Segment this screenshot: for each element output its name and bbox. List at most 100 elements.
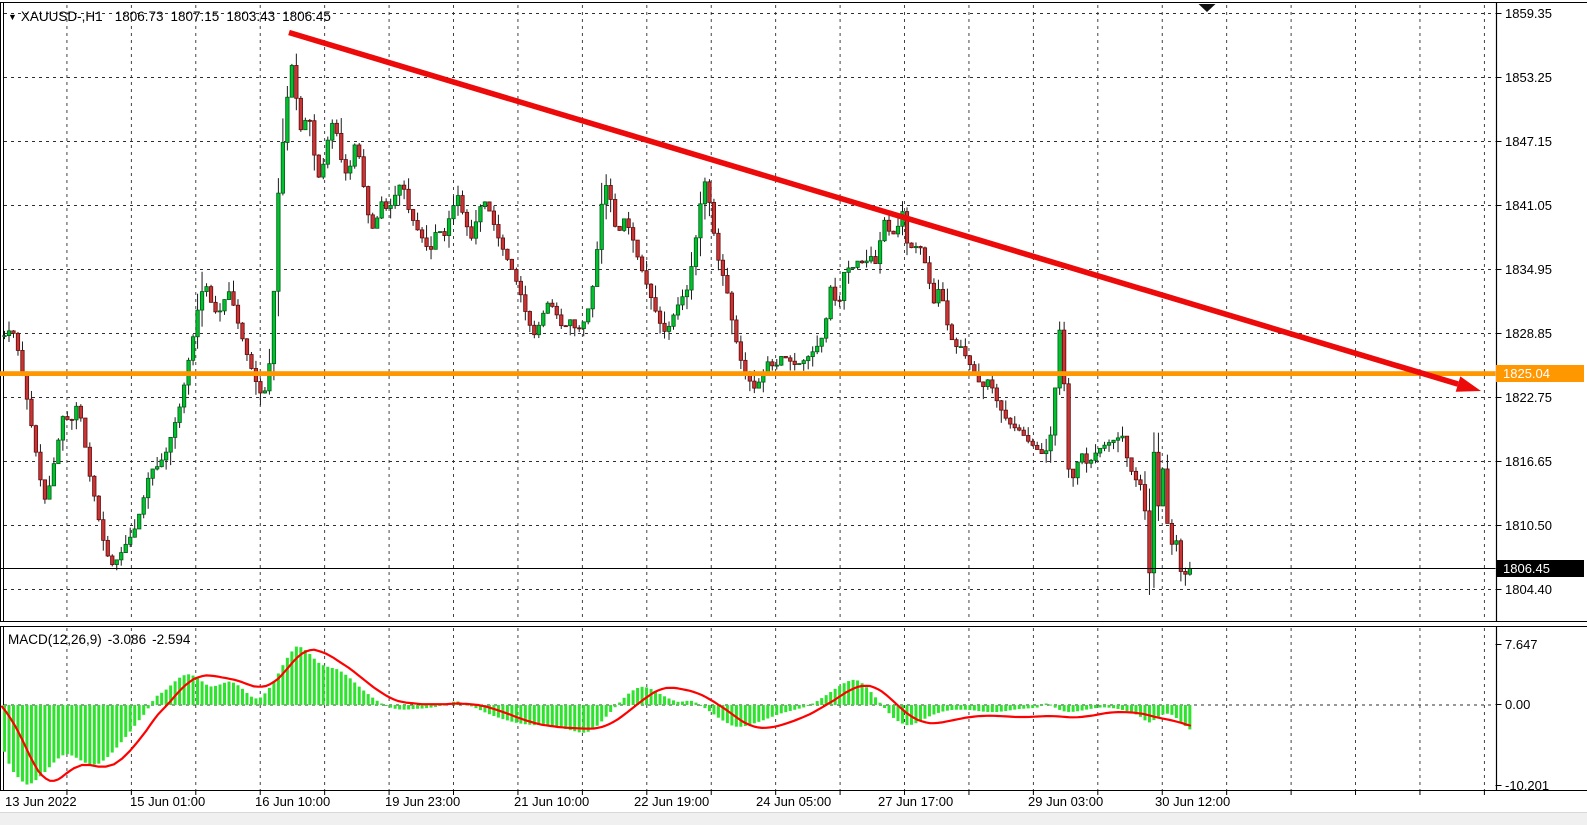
candle-bear <box>792 360 797 365</box>
macd-histogram-bar <box>999 705 1003 712</box>
macd-histogram-bar <box>945 705 949 711</box>
macd-histogram-bar <box>3 705 6 752</box>
macd-histogram-bar <box>528 705 532 725</box>
macd-histogram-bar <box>1058 705 1062 710</box>
macd-histogram-bar <box>972 705 976 711</box>
trendline-arrowhead[interactable] <box>1455 376 1481 392</box>
candle-bull <box>842 271 847 302</box>
macd-histogram-bar <box>429 705 433 708</box>
macd-histogram-bar <box>932 705 936 715</box>
hline-price-badge: 1825.04 <box>1496 365 1584 383</box>
macd-histogram-bar <box>1170 705 1174 715</box>
macd-histogram-bar <box>299 647 303 705</box>
macd-histogram-bar <box>308 653 312 705</box>
candle-bull <box>190 336 196 361</box>
indicator-list-toggle-icon[interactable]: ▼ <box>8 12 17 22</box>
macd-histogram-bar <box>1107 705 1111 708</box>
macd-histogram-bar <box>1112 705 1116 709</box>
candle-bull <box>137 513 142 530</box>
macd-histogram-bar <box>425 705 429 709</box>
macd-histogram-bar <box>267 687 271 705</box>
candle-bear <box>334 122 339 134</box>
macd-histogram-bar <box>1147 705 1151 723</box>
candle-bull <box>437 231 443 233</box>
macd-histogram-bar <box>892 705 896 718</box>
candle-bear <box>550 302 555 307</box>
macd-histogram-bar <box>1080 705 1084 711</box>
candle-bull <box>285 96 290 143</box>
macd-histogram-bar <box>420 705 424 709</box>
price-axis[interactable] <box>1496 3 1587 791</box>
candle-bull <box>433 232 438 250</box>
time-axis[interactable] <box>0 791 1496 812</box>
macd-histogram-bar <box>393 705 397 709</box>
candle-bull <box>702 181 708 205</box>
macd-histogram-bar <box>1076 705 1080 712</box>
candle-bull <box>123 543 128 554</box>
macd-histogram-bar <box>38 705 42 777</box>
candle-bull <box>280 142 285 194</box>
macd-histogram-bar <box>1121 705 1125 711</box>
candle-bull <box>1111 439 1116 443</box>
macd-histogram-bar <box>887 705 891 714</box>
macd-histogram-bar <box>133 705 137 726</box>
candle-bear <box>743 359 748 373</box>
macd-histogram-bar <box>416 705 420 709</box>
candle-bear <box>1026 435 1031 442</box>
candle-bull <box>824 318 829 339</box>
macd-histogram-bar <box>689 700 693 705</box>
candle-bear <box>532 324 537 336</box>
candle-bull <box>1044 450 1049 455</box>
macd-histogram-bar <box>977 705 981 712</box>
macd-histogram-bar <box>918 705 922 722</box>
candle-bear <box>635 239 640 258</box>
candle-bear <box>1003 409 1008 419</box>
candle-bear <box>613 199 618 227</box>
macd-histogram-bar <box>119 705 123 743</box>
candle-bear <box>1147 510 1152 574</box>
candle-bull <box>1097 447 1103 454</box>
trendline[interactable] <box>288 29 1459 387</box>
horizontal-line-1825[interactable] <box>0 371 1496 376</box>
candle-bear <box>648 283 654 299</box>
candle-bull <box>173 422 178 438</box>
candle-bull <box>684 289 690 298</box>
macd-histogram-bar <box>487 705 491 715</box>
macd-histogram-bar <box>434 705 438 707</box>
macd-histogram-bar <box>604 705 608 717</box>
macd-histogram-bar <box>600 705 604 722</box>
candle-bear <box>904 211 910 244</box>
candle-bear <box>460 195 465 213</box>
candle-bull <box>877 240 883 264</box>
candle-bull <box>1187 568 1192 575</box>
time-axis-separator <box>0 790 1587 791</box>
candle-bear <box>1008 417 1013 425</box>
macd-histogram-bar <box>375 700 379 705</box>
macd-histogram-bar <box>389 705 393 708</box>
macd-histogram-bar <box>757 705 761 722</box>
macd-histogram-bar <box>680 701 684 705</box>
macd-histogram-bar <box>128 705 132 732</box>
macd-histogram-bar <box>191 675 195 705</box>
macd-histogram-bar <box>990 705 994 713</box>
candle-bear <box>770 361 775 367</box>
candle-bear <box>101 519 106 541</box>
macd-histogram-bar <box>366 694 370 705</box>
candle-bull <box>56 439 61 465</box>
candle-bull <box>397 184 402 196</box>
candle-bear <box>523 294 528 312</box>
macd-histogram-bar <box>1026 705 1030 709</box>
macd-histogram-bar <box>510 705 514 722</box>
candle-bull <box>168 437 173 453</box>
panel-divider[interactable] <box>0 621 1587 627</box>
candle-bear <box>307 119 312 122</box>
macd-histogram-bar <box>752 705 756 724</box>
macd-histogram-bar <box>254 698 258 705</box>
time-axis-label: 13 Jun 2022 <box>5 794 77 809</box>
candle-bear <box>406 188 411 210</box>
candle-bear <box>940 289 946 302</box>
macd-histogram-bar <box>1017 705 1021 710</box>
candle-bull <box>330 122 335 141</box>
price-axis-label: 1847.15 <box>1505 134 1552 149</box>
